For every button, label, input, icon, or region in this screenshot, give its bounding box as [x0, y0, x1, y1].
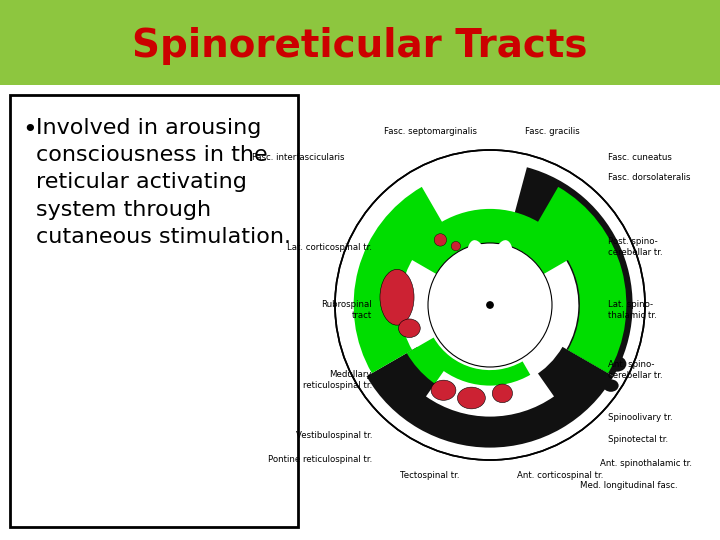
Text: Spinotectal tr.: Spinotectal tr.	[608, 435, 668, 444]
Text: Lat. spino-
thalamic tr.: Lat. spino- thalamic tr.	[608, 300, 657, 320]
Text: •: •	[22, 118, 37, 142]
Text: Ant. corticospinal tr.: Ant. corticospinal tr.	[517, 470, 603, 480]
Ellipse shape	[507, 316, 536, 349]
Wedge shape	[426, 371, 554, 416]
Ellipse shape	[445, 316, 473, 349]
Text: Vestibulospinal tr.: Vestibulospinal tr.	[295, 430, 372, 440]
Text: Rubrospinal
tract: Rubrospinal tract	[321, 300, 372, 320]
Text: Involved in arousing
consciousness in the
reticular activating
system through
cu: Involved in arousing consciousness in th…	[36, 118, 291, 247]
Wedge shape	[535, 187, 626, 373]
Text: Post. spino-
cerebellar tr.: Post. spino- cerebellar tr.	[608, 237, 662, 256]
Bar	[10, 95, 298, 527]
Wedge shape	[354, 187, 445, 373]
Text: Tectospinal tr.: Tectospinal tr.	[400, 470, 460, 480]
Circle shape	[451, 241, 461, 251]
Text: Med. longitudinal fasc.: Med. longitudinal fasc.	[580, 481, 678, 489]
Text: Pontine reticulospinal tr.: Pontine reticulospinal tr.	[268, 456, 372, 464]
Ellipse shape	[380, 269, 414, 325]
Wedge shape	[407, 209, 573, 274]
Text: Ant. spino-
cerebellar tr.: Ant. spino- cerebellar tr.	[608, 360, 662, 380]
Text: Ant. spinothalamic tr.: Ant. spinothalamic tr.	[600, 458, 692, 468]
Ellipse shape	[492, 240, 513, 283]
Ellipse shape	[603, 380, 618, 392]
Text: Medullary
reticulospinal tr.: Medullary reticulospinal tr.	[302, 370, 372, 390]
Text: Fasc. cuneatus: Fasc. cuneatus	[608, 153, 672, 163]
Text: Fasc. interfascicularis: Fasc. interfascicularis	[253, 153, 345, 163]
Ellipse shape	[467, 240, 488, 283]
Circle shape	[335, 150, 645, 460]
Circle shape	[486, 301, 494, 309]
Circle shape	[428, 243, 552, 367]
Text: Spinoreticular Tracts: Spinoreticular Tracts	[132, 27, 588, 65]
Wedge shape	[513, 167, 633, 376]
Ellipse shape	[608, 356, 626, 372]
Text: Fasc. septomarginalis: Fasc. septomarginalis	[384, 127, 477, 137]
Ellipse shape	[399, 319, 420, 338]
Ellipse shape	[492, 384, 513, 403]
Ellipse shape	[457, 387, 485, 409]
Ellipse shape	[431, 380, 456, 400]
Text: Spinoolivary tr.: Spinoolivary tr.	[608, 413, 672, 422]
Text: Lat. corticospinal tr.: Lat. corticospinal tr.	[287, 242, 372, 252]
Text: Fasc. gracilis: Fasc. gracilis	[525, 127, 580, 137]
Wedge shape	[366, 347, 613, 448]
Bar	[0, 85, 720, 540]
Circle shape	[434, 234, 446, 246]
Text: Fasc. dorsolateralis: Fasc. dorsolateralis	[608, 173, 690, 183]
Wedge shape	[407, 338, 538, 401]
Bar	[0, 0, 720, 85]
